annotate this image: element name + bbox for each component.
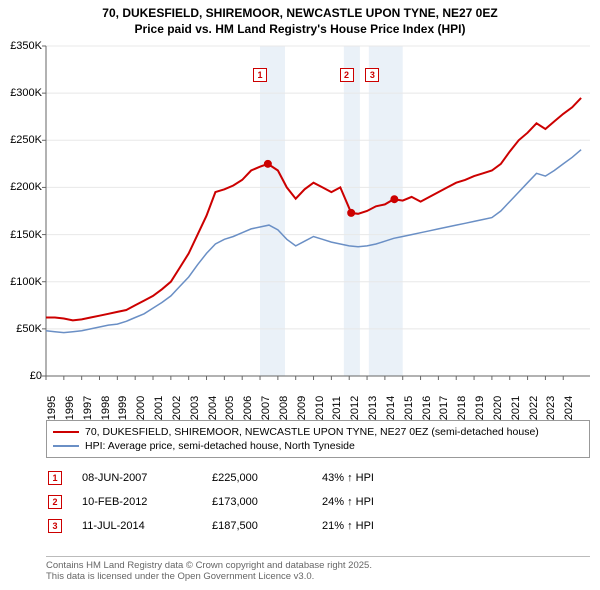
sale-pct: 43% ↑ HPI (322, 472, 432, 484)
legend-swatch (53, 445, 79, 447)
legend-swatch (53, 431, 79, 433)
x-tick-label: 1996 (64, 396, 76, 420)
y-tick-label: £250K (10, 134, 42, 146)
chart-marker-3: 3 (365, 68, 379, 82)
x-tick-label: 2008 (278, 396, 290, 420)
sale-marker: 3 (48, 519, 62, 533)
y-tick-label: £200K (10, 181, 42, 193)
x-tick-label: 1999 (117, 396, 129, 420)
x-tick-label: 2024 (563, 396, 575, 420)
x-tick-label: 2019 (474, 396, 486, 420)
x-tick-label: 2014 (385, 396, 397, 420)
x-tick-label: 2004 (207, 396, 219, 420)
x-tick-label: 2003 (189, 396, 201, 420)
x-tick-label: 2023 (545, 396, 557, 420)
sale-pct: 21% ↑ HPI (322, 520, 432, 532)
legend-item: 70, DUKESFIELD, SHIREMOOR, NEWCASTLE UPO… (53, 425, 583, 439)
x-tick-label: 2007 (260, 396, 272, 420)
x-tick-label: 2006 (242, 396, 254, 420)
footer-line1: Contains HM Land Registry data © Crown c… (46, 560, 590, 571)
footer-line2: This data is licensed under the Open Gov… (46, 571, 590, 582)
sale-date: 10-FEB-2012 (82, 496, 192, 508)
y-tick-label: £150K (10, 229, 42, 241)
x-tick-label: 2021 (510, 396, 522, 420)
sale-price: £225,000 (212, 472, 302, 484)
sale-marker: 1 (48, 471, 62, 485)
chart-marker-1: 1 (253, 68, 267, 82)
footer: Contains HM Land Registry data © Crown c… (46, 556, 590, 583)
x-tick-label: 2016 (421, 396, 433, 420)
y-tick-label: £350K (10, 40, 42, 52)
sale-price: £173,000 (212, 496, 302, 508)
sale-marker: 2 (48, 495, 62, 509)
y-tick-label: £50K (16, 323, 42, 335)
chart-title: 70, DUKESFIELD, SHIREMOOR, NEWCASTLE UPO… (0, 0, 600, 37)
x-tick-label: 2009 (296, 396, 308, 420)
sale-date: 11-JUL-2014 (82, 520, 192, 532)
sale-pct: 24% ↑ HPI (322, 496, 432, 508)
x-tick-label: 2001 (153, 396, 165, 420)
y-tick-label: £300K (10, 87, 42, 99)
sale-price: £187,500 (212, 520, 302, 532)
x-tick-label: 1997 (82, 396, 94, 420)
sale-row: 1 08-JUN-2007 £225,000 43% ↑ HPI (46, 466, 590, 490)
chart-marker-2: 2 (340, 68, 354, 82)
x-tick-label: 1998 (100, 396, 112, 420)
legend-item: HPI: Average price, semi-detached house,… (53, 439, 583, 453)
x-tick-label: 2013 (367, 396, 379, 420)
sale-row: 3 11-JUL-2014 £187,500 21% ↑ HPI (46, 514, 590, 538)
y-axis: £0£50K£100K£150K£200K£250K£300K£350K (0, 46, 44, 376)
legend-label: 70, DUKESFIELD, SHIREMOOR, NEWCASTLE UPO… (85, 426, 539, 438)
x-tick-label: 1995 (46, 396, 58, 420)
y-tick-label: £0 (30, 370, 42, 382)
sale-row: 2 10-FEB-2012 £173,000 24% ↑ HPI (46, 490, 590, 514)
x-tick-label: 2012 (349, 396, 361, 420)
legend: 70, DUKESFIELD, SHIREMOOR, NEWCASTLE UPO… (46, 420, 590, 458)
x-tick-label: 2020 (492, 396, 504, 420)
x-tick-label: 2018 (456, 396, 468, 420)
x-tick-label: 2022 (528, 396, 540, 420)
x-tick-label: 2002 (171, 396, 183, 420)
x-tick-label: 2011 (331, 396, 343, 420)
x-axis: 1995 1996 1997 1998 1999 2000 2001 2002 2003 2004… (46, 378, 590, 418)
x-tick-label: 2005 (224, 396, 236, 420)
sale-date: 08-JUN-2007 (82, 472, 192, 484)
x-tick-label: 2017 (438, 396, 450, 420)
title-line1: 70, DUKESFIELD, SHIREMOOR, NEWCASTLE UPO… (0, 6, 600, 22)
y-tick-label: £100K (10, 276, 42, 288)
x-tick-label: 2000 (135, 396, 147, 420)
title-line2: Price paid vs. HM Land Registry's House … (0, 22, 600, 38)
chart-plot-area: 1 23 (46, 46, 590, 376)
legend-label: HPI: Average price, semi-detached house,… (85, 440, 355, 452)
sales-table: 1 08-JUN-2007 £225,000 43% ↑ HPI 2 10-FEB-201… (46, 466, 590, 538)
x-tick-label: 2015 (403, 396, 415, 420)
x-tick-label: 2010 (314, 396, 326, 420)
